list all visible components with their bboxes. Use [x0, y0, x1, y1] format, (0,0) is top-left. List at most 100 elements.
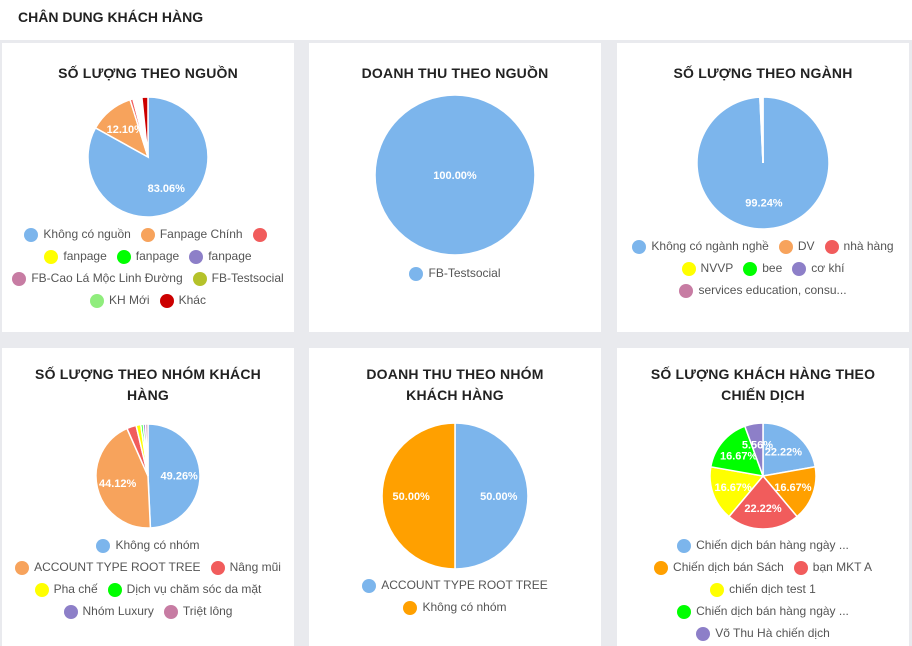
- data-label: 5.56%: [742, 440, 773, 452]
- pie-slice[interactable]: [141, 96, 149, 158]
- data-label: 22.22%: [765, 447, 803, 459]
- legend-item[interactable]: Không có nhóm: [96, 537, 200, 554]
- pie-chart: 83.06% 12.10%: [87, 96, 209, 218]
- legend-dot-icon: [792, 261, 807, 276]
- pie-slice[interactable]: [709, 465, 765, 518]
- legend-dot-icon: [140, 227, 155, 242]
- page-header: CHÂN DUNG KHÁCH HÀNG: [0, 0, 912, 40]
- legend-item[interactable]: Chiến dịch bán hàng ngày ...: [677, 537, 849, 554]
- chart-card: SỐ LƯỢNG THEO NHÓM KHÁCH HÀNG 49.26% 44.12…: [2, 348, 294, 646]
- legend-dot-icon: [163, 604, 178, 619]
- data-label: 50.00%: [393, 491, 431, 503]
- data-label: 16.67%: [714, 482, 752, 494]
- legend-dot-icon: [210, 560, 225, 575]
- chart-card: DOANH THU THEO NGUỒN 100.00% FB-Testsocial: [309, 43, 601, 332]
- data-label: 50.00%: [480, 491, 518, 503]
- pie-slice[interactable]: [743, 422, 764, 477]
- pie-slice[interactable]: [147, 423, 201, 529]
- chart-legend: FB-Testsocial: [319, 265, 591, 282]
- data-label: 22.22%: [744, 503, 782, 515]
- legend-item[interactable]: KH Mới: [90, 292, 150, 309]
- legend-dot-icon: [793, 560, 808, 575]
- legend-item[interactable]: chiến dịch test 1: [710, 581, 816, 598]
- data-label: 99.24%: [745, 198, 783, 210]
- legend-dot-icon: [409, 266, 424, 281]
- legend-dot-icon: [159, 293, 174, 308]
- legend-item[interactable]: fanpage: [116, 248, 179, 265]
- chart-title: SỐ LƯỢNG THEO NHÓM KHÁCH HÀNG: [35, 366, 261, 403]
- legend-item[interactable]: bee: [743, 260, 782, 277]
- data-label: 16.67%: [720, 451, 758, 463]
- legend-dot-icon: [107, 582, 122, 597]
- legend-label: NVVP: [700, 261, 734, 275]
- legend-item[interactable]: Fanpage Chính: [140, 226, 243, 243]
- data-label: 44.12%: [99, 478, 137, 490]
- legend-item[interactable]: fanpage: [44, 248, 107, 265]
- legend-label: cơ khí: [811, 261, 845, 275]
- page-title: CHÂN DUNG KHÁCH HÀNG: [18, 9, 204, 25]
- legend-label: Nâng mũi: [229, 560, 281, 574]
- pie-slice[interactable]: [381, 422, 456, 570]
- pie-slice[interactable]: [762, 422, 817, 477]
- legend-item[interactable]: Nhóm Luxury: [63, 603, 154, 620]
- legend-dot-icon: [90, 293, 105, 308]
- legend-label: ACCOUNT TYPE ROOT TREE: [381, 578, 548, 592]
- legend-dot-icon: [24, 227, 39, 242]
- legend-dot-icon: [710, 582, 725, 597]
- legend-item[interactable]: Không có nguồn: [24, 226, 131, 243]
- legend-dot-icon: [362, 578, 377, 593]
- legend-item[interactable]: Chiến dịch bán Sách: [654, 559, 784, 576]
- legend-item[interactable]: DV: [778, 238, 815, 255]
- legend-item[interactable]: Nâng mũi: [210, 559, 281, 576]
- legend-item[interactable]: FB-Cao Lá Mộc Linh Đường: [12, 270, 183, 287]
- legend-dot-icon: [654, 560, 669, 575]
- legend-item[interactable]: services education, consu...: [679, 282, 847, 299]
- pie-slice[interactable]: [727, 474, 799, 530]
- legend-label: bee: [762, 261, 783, 275]
- legend-dot-icon: [696, 626, 711, 641]
- legend-item[interactable]: Triệt lông: [163, 603, 232, 620]
- legend-label: Fanpage Chính: [159, 227, 243, 241]
- legend-item[interactable]: nhà hàng: [824, 238, 894, 255]
- pie-slice[interactable]: [454, 422, 529, 570]
- legend-dot-icon: [677, 604, 692, 619]
- legend-label: nhà hàng: [843, 239, 894, 253]
- legend-item[interactable]: NVVP: [681, 260, 734, 277]
- legend-item[interactable]: FB-Testsocial: [192, 270, 284, 287]
- chart-legend: Không có nhóm ACCOUNT TYPE ROOT TREE Nâng …: [12, 537, 284, 620]
- pie-slice[interactable]: [709, 425, 765, 477]
- pie-slice[interactable]: [761, 465, 817, 518]
- legend-label: DV: [797, 239, 815, 253]
- chart-title: SỐ LƯỢNG THEO NGÀNH: [673, 65, 853, 81]
- pie-slice[interactable]: [87, 96, 209, 218]
- legend-item[interactable]: FB-Testsocial: [409, 265, 501, 282]
- legend-dot-icon: [34, 582, 49, 597]
- legend-dot-icon: [96, 538, 111, 553]
- legend-item[interactable]: Không có ngành nghề: [632, 238, 769, 255]
- legend-item[interactable]: Võ Thu Hà chiến dịch: [696, 625, 830, 642]
- legend-item[interactable]: Dịch vụ chăm sóc da mặt: [107, 581, 261, 598]
- legend-item[interactable]: ACCOUNT TYPE ROOT TREE: [362, 577, 548, 594]
- legend-item[interactable]: Pha chế: [34, 581, 98, 598]
- legend-dot-icon: [192, 271, 207, 286]
- pie-slice[interactable]: [144, 423, 149, 477]
- legend-label: Không có nhóm: [422, 600, 507, 614]
- legend-item[interactable]: bạn MKT A: [793, 559, 872, 576]
- pie-slice[interactable]: [374, 94, 536, 256]
- legend-item[interactable]: Khác: [159, 292, 206, 309]
- legend-item[interactable]: fanpage: [189, 248, 252, 265]
- legend-item[interactable]: ACCOUNT TYPE ROOT TREE: [15, 559, 201, 576]
- legend-item[interactable]: Chiến dịch bán hàng ngày ...: [677, 603, 849, 620]
- legend-label: FB-Testsocial: [428, 266, 501, 280]
- legend-label: fanpage: [208, 249, 252, 263]
- legend-label: Chiến dịch bán Sách: [673, 560, 784, 574]
- legend-item[interactable]: cơ khí: [792, 260, 844, 277]
- legend-dot-icon: [252, 227, 267, 242]
- pie-slice[interactable]: [95, 427, 152, 529]
- legend-label: Chiến dịch bán hàng ngày ...: [696, 538, 849, 552]
- data-label: 12.10%: [107, 124, 145, 136]
- chart-title: DOANH THU THEO NGUỒN: [361, 65, 549, 81]
- chart-title: DOANH THU THEO NHÓM KHÁCH HÀNG: [366, 366, 544, 403]
- legend-item[interactable]: Không có nhóm: [403, 599, 507, 616]
- legend-item[interactable]: [252, 226, 272, 243]
